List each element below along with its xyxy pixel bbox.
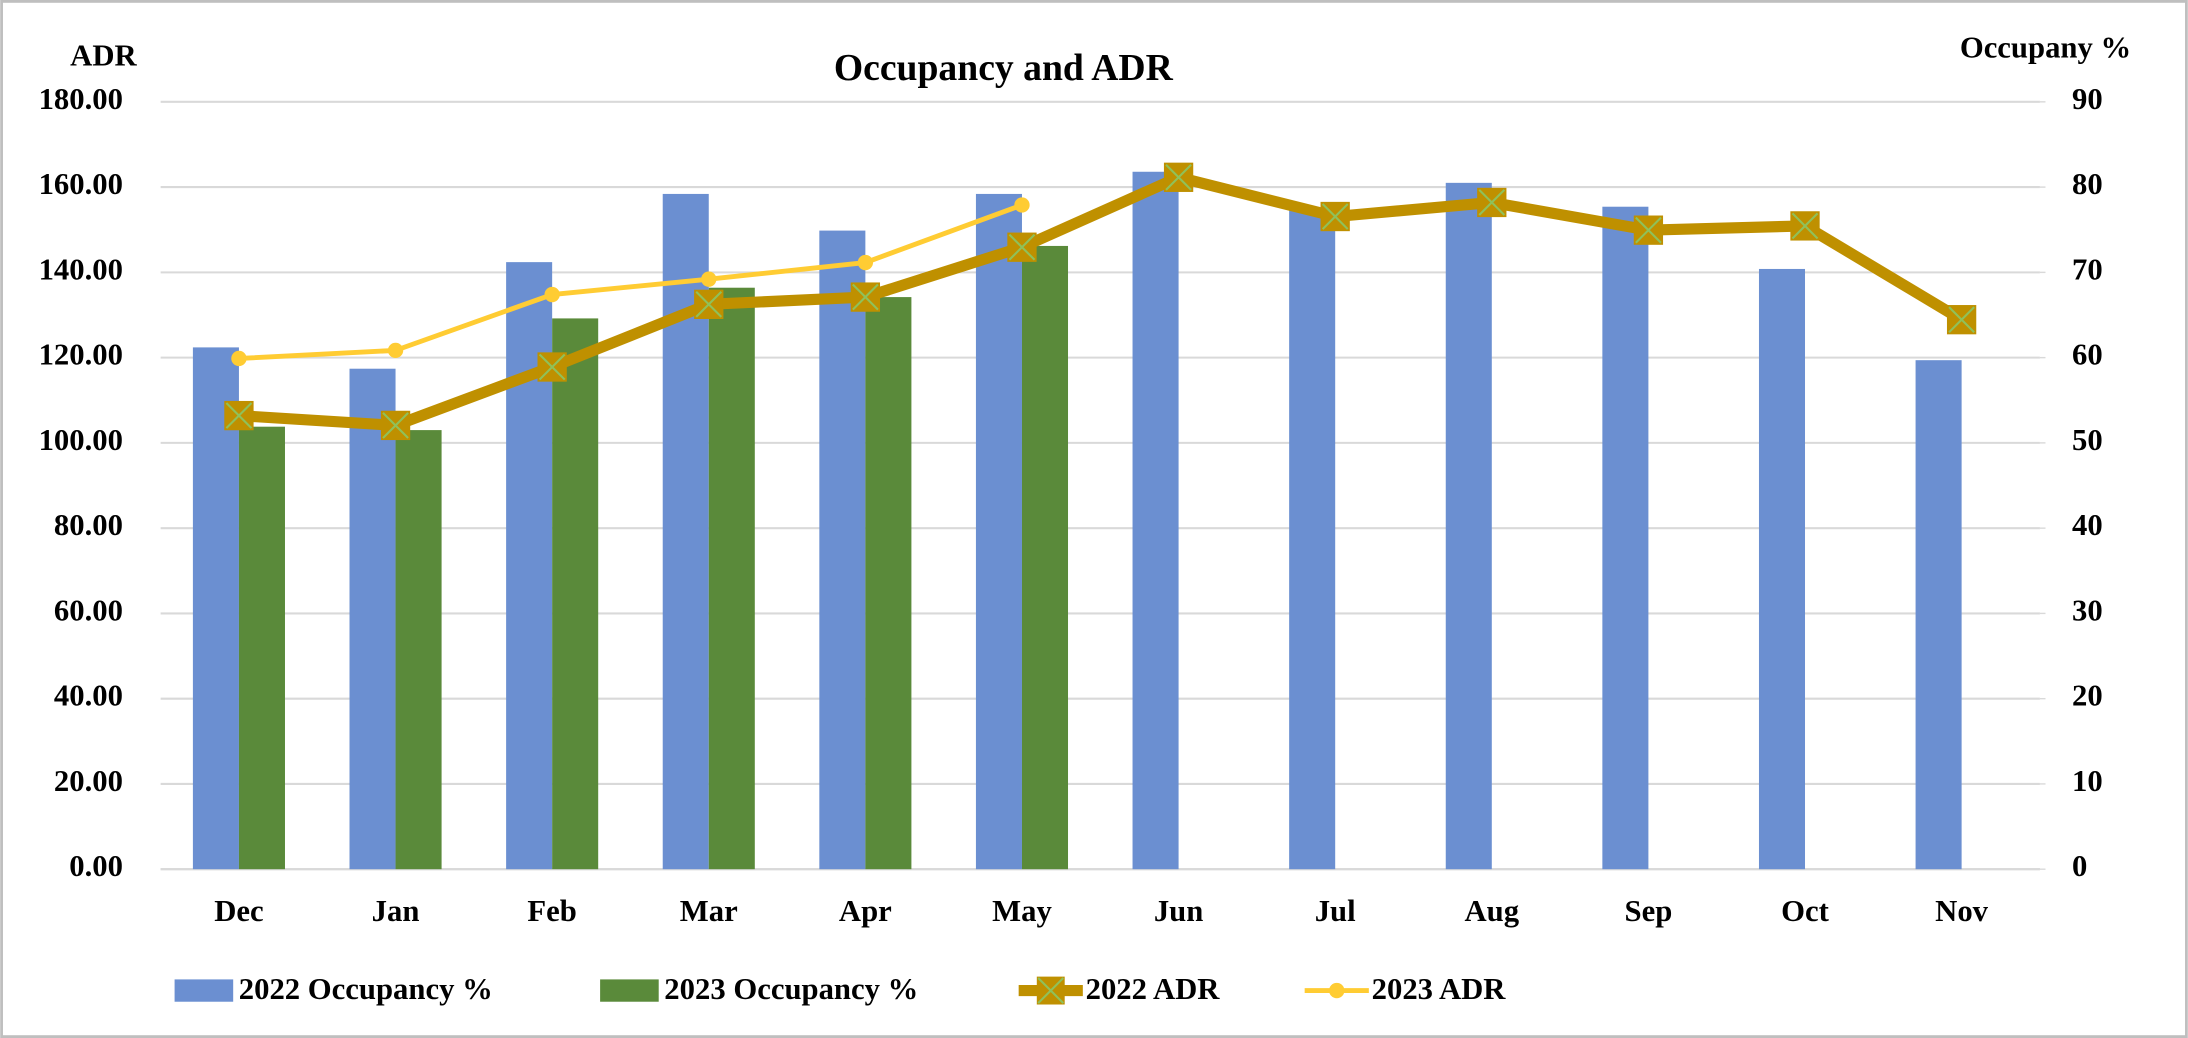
bar [865, 297, 912, 870]
y2-tick-label: 80 [2072, 167, 2103, 201]
marker [694, 289, 724, 319]
marker [850, 282, 881, 312]
y2-tick-label: 70 [2072, 252, 2103, 286]
x-tick-label: Apr [839, 894, 892, 928]
y-tick-label: 40.00 [54, 679, 123, 713]
marker [1946, 305, 1977, 335]
y2-tick-label: 30 [2072, 593, 2103, 627]
bar [238, 426, 285, 870]
legend-marker [1329, 982, 1345, 999]
marker-x [1165, 164, 1192, 191]
legend-label: 2023 ADR [1372, 972, 1507, 1006]
x-tick-label: Jun [1154, 894, 1203, 928]
y-tick-label: 160.00 [39, 167, 123, 201]
marker [1007, 232, 1037, 262]
marker [701, 271, 717, 287]
marker [224, 400, 254, 431]
bar [1132, 171, 1179, 870]
bar [192, 347, 239, 870]
x-tick-label: Jul [1315, 894, 1356, 928]
marker [857, 254, 874, 271]
y-tick-label: 120.00 [39, 338, 123, 372]
legend-label: 2022 Occupancy % [239, 972, 493, 1006]
marker [1163, 162, 1194, 192]
marker [1014, 197, 1030, 213]
bar [1602, 206, 1649, 870]
marker-x [225, 402, 253, 429]
bar [1021, 245, 1069, 870]
x-tick-label: Nov [1935, 894, 1989, 928]
legend-swatch [174, 979, 234, 1002]
bar [349, 368, 396, 870]
marker [1477, 187, 1507, 218]
marker-x [852, 283, 879, 311]
bar [1445, 182, 1492, 870]
bar [975, 193, 1022, 870]
marker-x [1948, 306, 1975, 333]
marker-x [382, 412, 409, 439]
y2-tick-label: 50 [2072, 423, 2103, 457]
x-tick-label: Dec [214, 894, 263, 928]
x-tick-label: May [992, 894, 1052, 928]
marker-x [538, 353, 566, 381]
marker [380, 410, 411, 441]
y-tick-label: 180.00 [39, 82, 123, 116]
legend-label: 2022 ADR [1086, 972, 1221, 1006]
y2-axis-label: Occupany % [1960, 30, 2131, 64]
y2-tick-label: 60 [2072, 338, 2103, 372]
x-tick-label: Oct [1781, 894, 1829, 928]
marker-x [695, 291, 723, 318]
y-tick-label: 100.00 [39, 423, 123, 457]
x-tick-label: Mar [680, 894, 738, 928]
y2-tick-label: 20 [2072, 679, 2103, 713]
marker [544, 286, 560, 303]
bar [552, 318, 599, 870]
marker-x [1008, 233, 1036, 261]
bar [395, 430, 442, 870]
bar [708, 287, 755, 870]
line [238, 202, 1023, 361]
bar [1758, 268, 1806, 870]
legend-label: 2023 Occupancy % [664, 972, 918, 1006]
bar [1915, 360, 1962, 870]
marker-x [1635, 216, 1662, 244]
marker [537, 352, 567, 382]
x-tick-label: Jan [372, 894, 420, 928]
y-tick-label: 60.00 [54, 593, 123, 627]
bar [1289, 209, 1336, 870]
marker [1320, 201, 1350, 232]
y-tick-label: 0.00 [69, 849, 123, 883]
x-tick-label: Feb [527, 894, 576, 928]
y-tick-label: 20.00 [54, 764, 123, 798]
marker [1633, 215, 1664, 245]
line [238, 171, 1965, 431]
y-tick-label: 80.00 [54, 508, 123, 542]
y2-tick-label: 90 [2072, 82, 2103, 116]
marker [231, 350, 247, 367]
y-tick-label: 140.00 [39, 252, 123, 286]
chart-title: Occupancy and ADR [834, 47, 1174, 89]
x-tick-label: Sep [1625, 894, 1673, 928]
x-tick-label: Aug [1465, 894, 1520, 928]
y2-tick-label: 0 [2072, 849, 2087, 883]
legend-swatch [600, 979, 659, 1002]
legend-marker-x [1037, 977, 1065, 1004]
y2-tick-label: 10 [2072, 764, 2103, 798]
y2-tick-label: 40 [2072, 508, 2103, 542]
marker-x [1478, 189, 1506, 216]
marker [1790, 211, 1820, 241]
marker [387, 342, 404, 359]
bar [819, 230, 866, 870]
y-axis-label: ADR [70, 39, 137, 73]
marker-x [1791, 212, 1819, 240]
marker-x [1321, 203, 1349, 230]
